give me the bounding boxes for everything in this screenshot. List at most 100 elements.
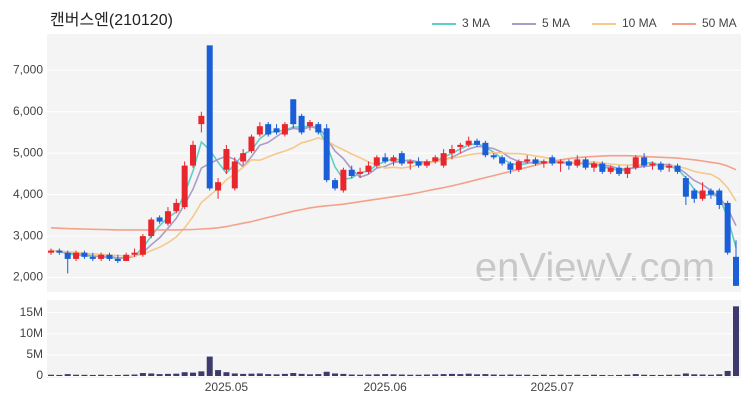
candle-body <box>106 254 113 259</box>
candle-body <box>649 163 656 166</box>
candle-body <box>549 157 556 164</box>
volume-bar <box>457 374 464 376</box>
volume-bar <box>507 374 514 376</box>
volume-bar <box>407 374 414 376</box>
candle-body <box>89 256 96 259</box>
volume-bar <box>223 372 230 376</box>
candle-body <box>465 140 472 145</box>
candle-body <box>507 163 514 170</box>
candle-body <box>131 252 138 255</box>
candle-body <box>281 124 288 135</box>
volume-bar <box>265 374 272 376</box>
volume-bar <box>181 372 188 376</box>
candle-body <box>357 171 364 174</box>
y-tick-label: 2,000 <box>13 270 43 284</box>
candle-body <box>306 122 313 127</box>
candle-body <box>724 202 731 253</box>
candle-body <box>474 140 481 145</box>
volume-bar <box>348 374 355 376</box>
candle-body <box>691 190 698 199</box>
volume-bar <box>290 373 297 376</box>
volume-bar <box>499 374 506 376</box>
volume-bar <box>139 373 146 376</box>
volume-bar <box>490 374 497 376</box>
candle-body <box>682 178 689 197</box>
candle-body <box>114 258 121 261</box>
volume-bar <box>482 374 489 376</box>
volume-bar <box>273 374 280 376</box>
volume-bar <box>164 373 171 376</box>
candle-body <box>390 157 397 162</box>
candle-body <box>733 256 739 286</box>
candle-body <box>716 190 723 205</box>
volume-bar <box>515 374 522 376</box>
y-tick-label: 6,000 <box>13 104 43 118</box>
volume-bar <box>73 374 80 376</box>
volume-bar <box>373 374 380 376</box>
volume-bar <box>340 373 347 376</box>
volume-bar <box>733 306 739 376</box>
candle-body <box>674 165 681 172</box>
volume-panel <box>47 300 741 378</box>
candle-body <box>198 115 205 125</box>
volume-bar <box>415 374 422 376</box>
candle-body <box>398 153 405 164</box>
volume-bar <box>590 374 597 376</box>
candle-body <box>707 190 714 195</box>
candle-body <box>190 144 197 166</box>
candle-body <box>81 252 88 257</box>
candle-body <box>215 182 222 191</box>
y-tick-label: 4,000 <box>13 187 43 201</box>
volume-bar <box>131 374 138 376</box>
volume-bar <box>248 373 255 376</box>
candle-body <box>641 157 648 166</box>
candle-body <box>332 180 339 189</box>
legend-label: 3 MA <box>462 16 490 30</box>
candle-body <box>415 161 422 166</box>
volume-bar <box>240 373 247 376</box>
volume-bar <box>432 374 439 376</box>
volume-bar <box>81 374 88 376</box>
y-tick-label: 7,000 <box>13 62 43 76</box>
volume-bar <box>641 374 648 376</box>
candle-body <box>256 126 263 135</box>
volume-bar <box>707 374 714 376</box>
volume-bar <box>315 374 322 376</box>
x-tick-label: 2025.05 <box>205 380 249 394</box>
volume-bar <box>148 373 155 376</box>
y-tick-label: 15M <box>20 305 43 319</box>
candle-body <box>298 115 305 133</box>
candle-body <box>666 165 673 168</box>
candle-body <box>632 157 639 168</box>
volume-bar <box>156 374 163 376</box>
legend-label: 5 MA <box>542 16 570 30</box>
x-tick-label: 2025.07 <box>531 380 575 394</box>
candle-body <box>423 161 430 166</box>
volume-bar <box>106 375 113 376</box>
volume-bar <box>114 374 121 376</box>
candle-body <box>382 157 389 162</box>
volume-bar <box>281 373 288 376</box>
y-tick-label: 3,000 <box>13 228 43 242</box>
volume-bar <box>649 374 656 376</box>
volume-bar <box>215 370 222 376</box>
volume-bar <box>306 374 313 376</box>
candle-body <box>699 190 706 199</box>
volume-bar <box>465 373 472 376</box>
candle-body <box>73 252 80 259</box>
candle-body <box>231 161 238 189</box>
volume-bar <box>532 374 539 376</box>
ma-line <box>50 154 737 231</box>
candle-body <box>240 153 247 162</box>
volume-bar <box>582 374 589 376</box>
candle-body <box>565 161 572 166</box>
candle-body <box>524 159 531 162</box>
candle-body <box>156 217 163 222</box>
y-tick-label: 5,000 <box>13 145 43 159</box>
volume-bar <box>440 374 447 376</box>
volume-bar <box>423 374 430 376</box>
candle-body <box>181 165 188 208</box>
volume-bar <box>48 374 54 376</box>
candle-body <box>616 167 623 174</box>
volume-bar <box>574 374 581 376</box>
